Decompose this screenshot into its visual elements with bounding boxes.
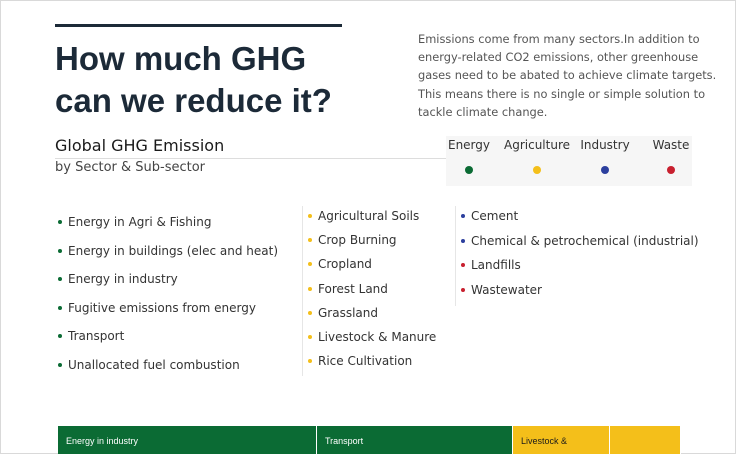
chart-title: Global GHG Emission (55, 136, 225, 155)
sub-sector-item-energy-in-buildings-elec-and-heat[interactable]: Energy in buildings (elec and heat) (58, 244, 278, 273)
intro-line: gases need to be abated to achieve clima… (418, 68, 717, 83)
sub-sector-item-rice-cultivation[interactable]: Rice Cultivation (308, 354, 436, 378)
sub-sector-label: Landfills (471, 258, 521, 272)
treemap-tile-label: Energy in industry (66, 436, 139, 446)
sub-sector-label: Crop Burning (318, 233, 397, 248)
sub-sector-label: Rice Cultivation (318, 354, 413, 369)
sub-sector-item-energy-in-agri-fishing[interactable]: Energy in Agri & Fishing (58, 215, 278, 244)
sub-sector-item-fugitive-emissions-from-energy[interactable]: Fugitive emissions from energy (58, 301, 278, 330)
sub-sector-item-livestock-manure[interactable]: Livestock & Manure (308, 330, 436, 354)
treemap-tile-label: Transport (325, 436, 364, 446)
sub-sector-item-forest-land[interactable]: Forest Land (308, 282, 436, 306)
legend-label: Agriculture (504, 138, 570, 152)
bullet-dot-icon (308, 334, 312, 339)
legend-item-waste[interactable]: Waste (636, 136, 706, 186)
treemap-tile-livestock[interactable]: Livestock & (513, 426, 610, 454)
bullet-dot-icon (461, 238, 465, 243)
sub-sector-list-energy: Energy in Agri & Fishing Energy in buildi… (58, 215, 278, 386)
sub-sector-item-unallocated-fuel-combustion[interactable]: Unallocated fuel combustion (58, 358, 278, 387)
bullet-dot-icon (308, 214, 312, 218)
legend-dot-icon (667, 166, 675, 174)
column-divider (455, 206, 456, 306)
sub-sector-label: Forest Land (318, 281, 388, 296)
sub-sector-item-wastewater[interactable]: Wastewater (461, 283, 542, 308)
sub-sector-label: Livestock & Manure (318, 329, 437, 344)
sub-sector-label: Unallocated fuel combustion (68, 357, 240, 372)
intro-line: This means there is no single or simple … (418, 86, 706, 101)
legend-item-agriculture[interactable]: Agriculture (502, 136, 572, 186)
bullet-dot-icon (308, 310, 312, 315)
bullet-dot-icon (308, 359, 312, 364)
sub-sector-item-cement[interactable]: Cement (461, 209, 699, 234)
sub-sector-item-transport[interactable]: Transport (58, 329, 278, 358)
intro-line: energy-related CO2 emissions, other gree… (418, 50, 699, 65)
legend-item-energy[interactable]: Energy (434, 136, 504, 186)
treemap-tile-transport[interactable]: Transport (317, 426, 513, 454)
bullet-dot-icon (58, 362, 62, 367)
legend-dot-icon (533, 166, 541, 174)
bullet-dot-icon (58, 305, 62, 310)
bullet-dot-icon (58, 334, 62, 338)
headline: How much GHG can we reduce it? (55, 38, 375, 122)
chart-subtitle: by Sector & Sub-sector (55, 160, 206, 175)
legend-label: Waste (652, 138, 690, 152)
sub-sector-label: Grassland (318, 305, 378, 320)
sub-sector-label: Energy in buildings (elec and heat) (68, 243, 279, 258)
sub-sector-item-cropland[interactable]: Cropland (308, 257, 436, 281)
bullet-dot-icon (308, 238, 312, 243)
bullet-dot-icon (461, 263, 465, 267)
sub-sector-label: Transport (68, 329, 125, 343)
sector-legend: Energy Agriculture Industry Waste (446, 136, 692, 186)
sub-sector-label: Chemical & petrochemical (industrial) (471, 233, 699, 248)
intro-line: Emissions come from many sectors.In addi… (418, 32, 700, 46)
intro-line: tackle climate change. (418, 104, 548, 119)
title-rule (55, 24, 342, 27)
bullet-dot-icon (58, 248, 62, 253)
legend-label: Energy (447, 138, 490, 152)
column-divider (302, 206, 303, 376)
legend-item-industry[interactable]: Industry (570, 136, 640, 186)
emission-treemap: Energy in industry Transport Livestock & (58, 426, 681, 454)
sub-sector-label: Fugitive emissions from energy (68, 300, 256, 315)
sub-sector-item-landfills[interactable]: Landfills (461, 258, 542, 283)
bullet-dot-icon (308, 286, 312, 291)
bullet-dot-icon (461, 214, 465, 218)
treemap-tile-unlabeled[interactable] (610, 426, 681, 454)
sub-sector-label: Agricultural Soils (318, 209, 420, 223)
bullet-dot-icon (461, 287, 465, 292)
subtitle-rule (55, 158, 450, 159)
sub-sector-item-crop-burning[interactable]: Crop Burning (308, 233, 436, 257)
sub-sector-item-energy-in-industry[interactable]: Energy in industry (58, 272, 278, 301)
sub-sector-list-waste: Landfills Wastewater (461, 258, 542, 307)
treemap-tile-label: Livestock & (521, 436, 568, 446)
treemap-tile-energy-in-industry[interactable]: Energy in industry (58, 426, 317, 454)
sub-sector-item-chemical-petrochemical-industrial[interactable]: Chemical & petrochemical (industrial) (461, 234, 699, 259)
legend-dot-icon (601, 166, 609, 174)
sub-sector-label: Cement (471, 209, 519, 223)
sub-sector-item-grassland[interactable]: Grassland (308, 306, 436, 330)
sub-sector-label: Energy in industry (68, 272, 178, 286)
sub-sector-label: Cropland (318, 257, 372, 272)
sub-sector-list-industry: Cement Chemical & petrochemical (industri… (461, 209, 699, 258)
headline-line-2: can we reduce it? (55, 82, 332, 119)
headline-line-1: How much GHG (55, 40, 307, 77)
sub-sector-list-agriculture: Agricultural Soils Crop Burning Cropland Fo… (308, 209, 436, 378)
legend-dot-icon (465, 166, 473, 174)
legend-label: Industry (580, 138, 630, 152)
sub-sector-item-agricultural-soils[interactable]: Agricultural Soils (308, 209, 436, 233)
sub-sector-label: Wastewater (471, 282, 542, 297)
sub-sector-label: Energy in Agri & Fishing (68, 215, 212, 229)
bullet-dot-icon (58, 220, 62, 224)
intro-text: Emissions come from many sectors.In addi… (418, 30, 728, 121)
bullet-dot-icon (308, 262, 312, 267)
bullet-dot-icon (58, 277, 62, 281)
